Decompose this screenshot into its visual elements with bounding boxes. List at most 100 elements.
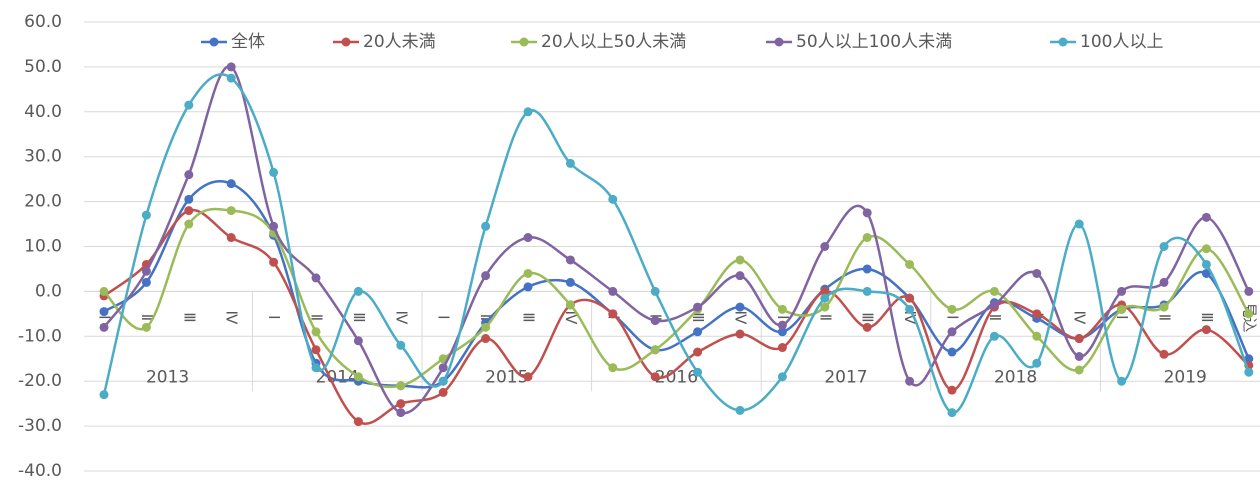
data-point: [905, 259, 915, 269]
data-point: [396, 399, 406, 409]
year-label: 2018: [994, 367, 1037, 387]
data-point: [396, 408, 406, 418]
data-point: [1244, 354, 1254, 364]
data-point: [947, 327, 957, 337]
data-point: [565, 300, 575, 310]
data-point: [862, 286, 872, 296]
data-point: [184, 219, 194, 229]
data-point: [735, 302, 745, 312]
data-point: [99, 322, 109, 332]
data-point: [608, 363, 618, 373]
y-tick-label: 0.0: [35, 281, 62, 301]
x-tick-label: Ⅱ: [308, 314, 326, 321]
data-point: [141, 210, 151, 220]
data-point: [1159, 242, 1169, 251]
x-tick-label: Ⅳ: [223, 310, 241, 324]
data-point: [438, 354, 448, 364]
data-point: [481, 271, 491, 281]
x-tick-label: Ⅱ: [816, 314, 834, 321]
data-point: [735, 271, 745, 281]
x-tick-label: Ⅰ: [435, 315, 453, 319]
x-tick-label: Ⅲ: [689, 312, 707, 322]
data-point: [947, 347, 957, 357]
x-tick-label: Ⅱ: [477, 314, 495, 321]
x-tick-label: Ⅰ: [96, 315, 114, 319]
data-point: [523, 282, 533, 292]
data-point: [1201, 244, 1211, 254]
data-point: [1032, 358, 1042, 368]
data-point: [438, 363, 448, 373]
data-point: [1032, 309, 1042, 319]
data-point: [523, 233, 533, 243]
data-point: [396, 340, 406, 350]
data-point: [523, 107, 533, 117]
data-point: [1117, 286, 1127, 296]
legend-marker: [774, 37, 784, 47]
data-point: [777, 372, 787, 382]
data-point: [141, 322, 151, 332]
data-point: [226, 233, 236, 243]
data-point: [608, 286, 618, 296]
y-tick-label: 60.0: [24, 12, 62, 32]
data-point: [1074, 365, 1084, 375]
x-tick-label: Ⅲ: [180, 312, 198, 322]
data-point: [353, 336, 363, 346]
y-tick-label: 50.0: [24, 57, 62, 77]
data-point: [353, 286, 363, 296]
legend-marker: [341, 37, 351, 47]
data-point: [777, 304, 787, 314]
data-point: [184, 170, 194, 180]
data-point: [99, 286, 109, 296]
data-point: [650, 345, 660, 355]
data-point: [862, 233, 872, 243]
x-tick-label: Ⅲ: [859, 312, 877, 322]
data-point: [777, 343, 787, 353]
data-point: [1244, 309, 1254, 319]
data-point: [1244, 286, 1254, 296]
data-point: [226, 73, 236, 83]
x-tick-label: Ⅱ: [138, 314, 156, 321]
data-point: [311, 273, 321, 283]
data-point: [226, 206, 236, 216]
data-point: [353, 417, 363, 427]
y-tick-label: 20.0: [24, 192, 62, 212]
data-point: [438, 376, 448, 386]
data-point: [947, 408, 957, 418]
x-tick-label: Ⅳ: [1071, 310, 1089, 324]
data-point: [989, 286, 999, 296]
data-point: [905, 304, 915, 314]
data-point: [735, 405, 745, 415]
y-tick-label: 40.0: [24, 102, 62, 122]
data-point: [862, 208, 872, 218]
data-point: [777, 320, 787, 330]
data-point: [820, 293, 830, 303]
data-point: [1074, 334, 1084, 344]
y-tick-label: -10.0: [18, 326, 62, 346]
data-point: [1159, 302, 1169, 312]
data-point: [777, 327, 787, 337]
x-tick-label: Ⅲ: [350, 312, 368, 322]
data-point: [989, 331, 999, 341]
legend-label: 20人以上50人未満: [541, 32, 686, 52]
data-point: [481, 221, 491, 231]
data-point: [438, 387, 448, 397]
series-line: [103, 207, 1250, 389]
data-point: [905, 293, 915, 303]
data-point: [1117, 376, 1127, 386]
data-point: [523, 372, 533, 382]
x-tick-label: Ⅲ: [1198, 312, 1216, 322]
data-point: [820, 242, 830, 251]
data-point: [1032, 268, 1042, 278]
data-point: [99, 390, 109, 400]
legend-marker: [209, 37, 219, 47]
x-tick-label: Ⅳ: [562, 310, 580, 324]
data-point: [947, 385, 957, 395]
y-tick-label: -40.0: [18, 461, 62, 481]
data-point: [947, 304, 957, 314]
data-point: [862, 264, 872, 274]
data-point: [608, 309, 618, 319]
x-tick-label: Ⅰ: [1113, 315, 1131, 319]
data-point: [989, 300, 999, 310]
data-point: [353, 372, 363, 382]
